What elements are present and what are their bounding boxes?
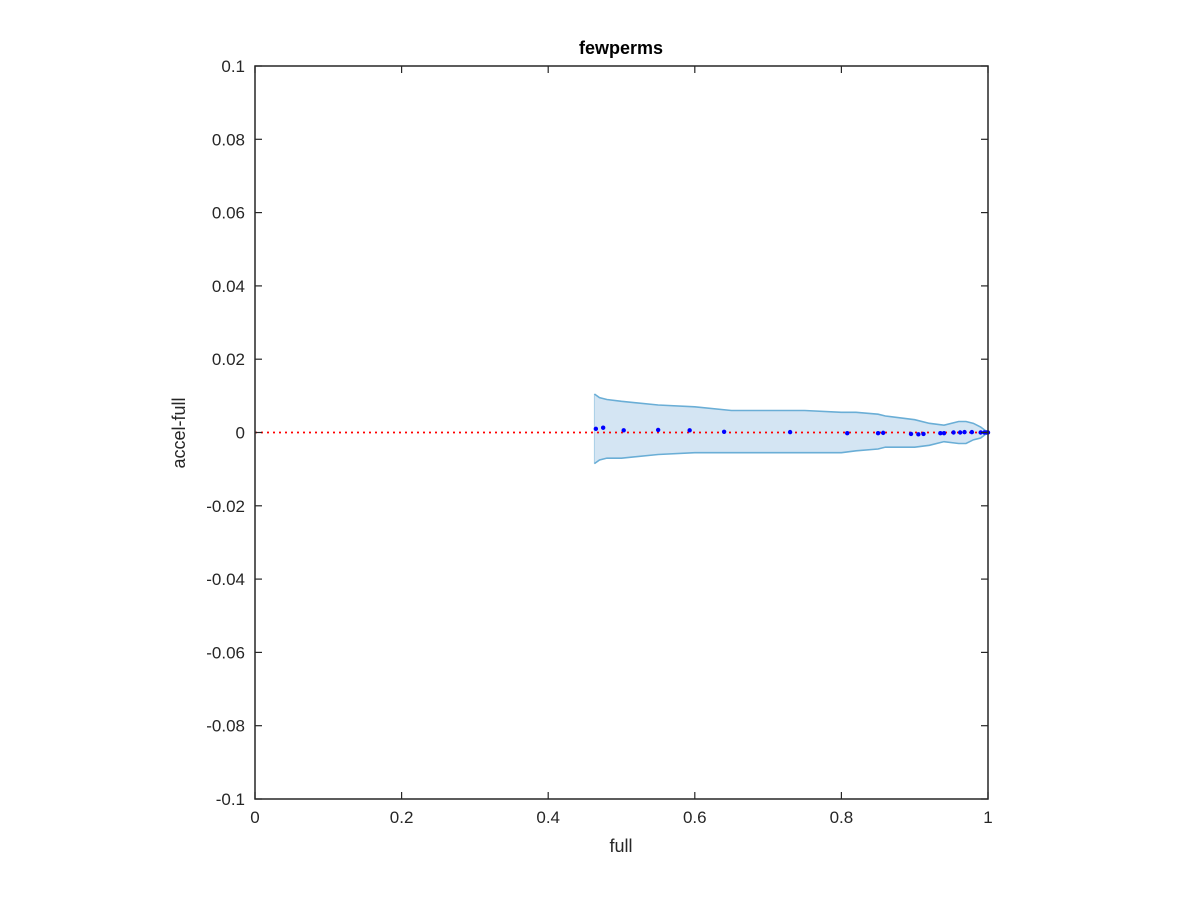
x-tick-label: 0 [250, 808, 259, 827]
data-point [875, 431, 881, 436]
y-tick-label: 0.02 [212, 350, 245, 369]
data-point [916, 432, 921, 437]
data-point [951, 430, 956, 435]
data-point [687, 428, 692, 433]
ticks-layer: 0 0.2 0.4 0.6 0.8 1 0.1 0.08 0.06 0.04 0.02 0 -0.02 -… [206, 57, 992, 827]
x-tick-label: 1 [983, 808, 992, 827]
data-point [962, 429, 967, 435]
band-upper-edge [593, 393, 989, 434]
x-tick-label: 0.6 [683, 808, 707, 827]
y-tick-label: 0 [236, 424, 245, 443]
y-axis-label: accel-full [169, 397, 189, 468]
y-tick-label: 0.06 [212, 204, 245, 223]
confidence-band-layer [593, 393, 989, 465]
data-point [593, 426, 599, 432]
y-tick-label: -0.04 [206, 570, 245, 589]
y-tick-label: 0.04 [212, 277, 245, 296]
chart-title: fewperms [579, 38, 663, 58]
data-point [921, 431, 926, 437]
data-point [908, 431, 914, 437]
data-point [600, 425, 606, 430]
data-point [941, 431, 947, 436]
y-tick-label: 0.1 [221, 57, 245, 76]
y-tick-label: -0.02 [206, 497, 245, 516]
x-tick-label: 0.4 [536, 808, 560, 827]
data-point [957, 430, 963, 435]
data-point [969, 429, 975, 435]
y-tick-label: 0.08 [212, 130, 245, 149]
x-tick-label: 0.8 [830, 808, 854, 827]
y-tick-label: -0.1 [216, 790, 245, 809]
data-point [978, 430, 983, 435]
band-lower-edge [593, 431, 989, 465]
data-point [880, 430, 886, 436]
data-point [721, 429, 727, 434]
confidence-band [594, 394, 988, 464]
x-tick-label: 0.2 [390, 808, 414, 827]
y-tick-label: -0.06 [206, 643, 245, 662]
y-tick-label: -0.08 [206, 717, 245, 736]
data-point [655, 427, 661, 433]
x-axis-label: full [609, 836, 632, 856]
data-point [938, 431, 943, 436]
data-point [845, 431, 850, 436]
data-point [621, 428, 626, 433]
data-point [787, 429, 793, 435]
data-points-layer [593, 425, 991, 437]
